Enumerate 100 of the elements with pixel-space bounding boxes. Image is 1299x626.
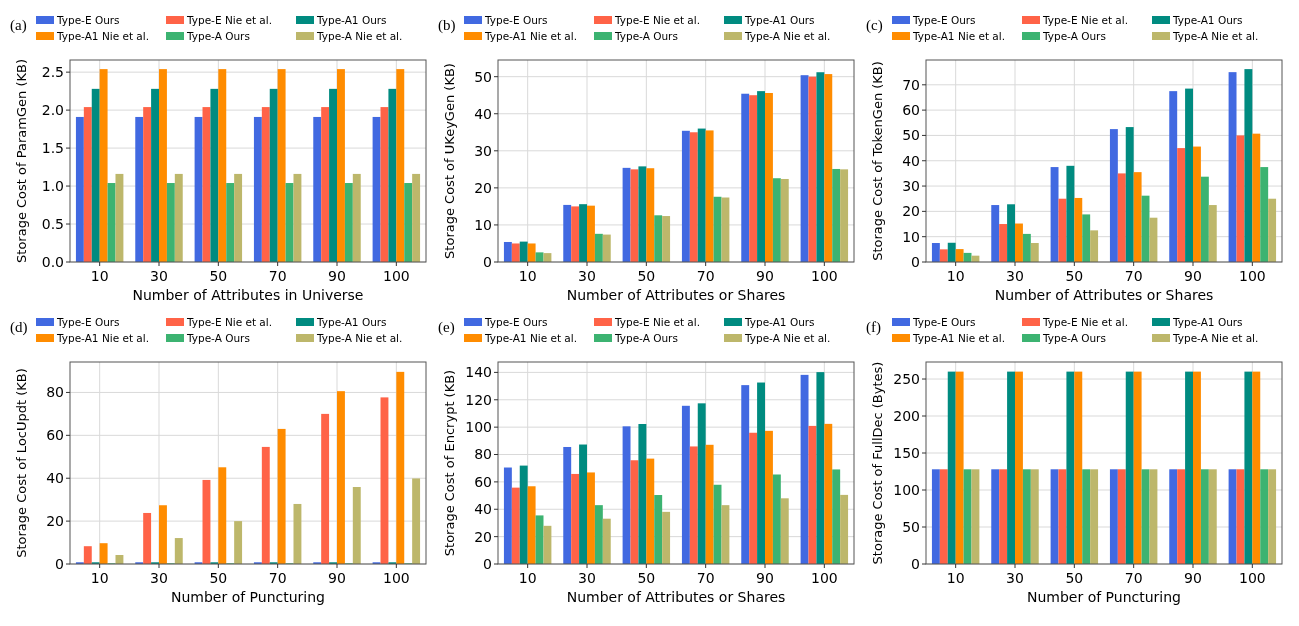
y-tick-label: 80 <box>46 384 64 401</box>
legend-label: Type-A Ours <box>1042 332 1106 344</box>
y-tick-label: 100 <box>465 419 492 436</box>
legend-label: Type-A Ours <box>186 30 250 42</box>
x-tick-label: 30 <box>578 570 596 586</box>
y-tick-label: 0.5 <box>41 215 64 232</box>
x-tick-label: 100 <box>1238 570 1266 586</box>
x-axis-title: Number of Puncturing <box>1026 589 1182 605</box>
legend-label: Type-E Ours <box>56 316 120 328</box>
x-tick-label: 50 <box>1065 570 1084 586</box>
legend-label: Type-A Nie et al. <box>1172 332 1259 344</box>
x-tick-label: 90 <box>328 268 346 284</box>
y-tick-label: 80 <box>474 446 492 463</box>
x-tick-label: 50 <box>209 570 228 586</box>
y-tick-label: 40 <box>902 152 920 169</box>
legend-label: Type-A1 Nie et al. <box>484 332 578 344</box>
legend-label: Type-E Nie et al. <box>1042 14 1129 26</box>
x-tick-label: 70 <box>696 268 715 284</box>
x-tick-label: 30 <box>1006 268 1024 284</box>
y-tick-label: 20 <box>474 179 492 196</box>
x-tick-label: 10 <box>90 268 109 284</box>
x-tick-label: 10 <box>90 570 109 586</box>
x-tick-label: 50 <box>637 268 656 284</box>
x-tick-label: 70 <box>1124 570 1143 586</box>
y-tick-label: 1.5 <box>41 139 64 156</box>
y-tick-label: 150 <box>893 444 920 461</box>
legend-label: Type-E Ours <box>484 14 548 26</box>
x-tick-label: 90 <box>1184 268 1202 284</box>
legend-label: Type-E Nie et al. <box>186 14 273 26</box>
y-axis-title: Storage Cost of LocUpdt (KB) <box>14 368 29 558</box>
legend-label: Type-A1 Nie et al. <box>484 30 578 42</box>
x-tick-label: 50 <box>209 268 228 284</box>
y-tick-label: 140 <box>465 364 492 381</box>
x-tick-label: 30 <box>578 268 596 284</box>
y-tick-label: 10 <box>902 228 920 245</box>
x-tick-label: 100 <box>810 570 838 586</box>
y-tick-label: 0 <box>483 555 492 572</box>
legend-label: Type-A1 Nie et al. <box>56 30 150 42</box>
legend-label: Type-A Ours <box>1042 30 1106 42</box>
x-tick-label: 90 <box>1184 570 1202 586</box>
legend-label: Type-E Ours <box>484 316 548 328</box>
y-tick-label: 0 <box>911 555 920 572</box>
x-axis-title: Number of Attributes or Shares <box>566 287 786 303</box>
legend-label: Type-E Ours <box>56 14 120 26</box>
x-tick-label: 100 <box>382 570 410 586</box>
legend-label: Type-A1 Nie et al. <box>912 332 1006 344</box>
y-tick-label: 50 <box>902 518 920 535</box>
x-tick-label: 100 <box>1238 268 1266 284</box>
legend-label: Type-A Nie et al. <box>316 30 403 42</box>
y-tick-label: 1.0 <box>41 177 64 194</box>
x-tick-label: 50 <box>1065 268 1084 284</box>
text: (e) <box>438 319 455 336</box>
x-tick-label: 30 <box>1006 570 1024 586</box>
x-axis-title: Number of Attributes or Shares <box>566 589 786 605</box>
y-tick-label: 250 <box>893 370 920 387</box>
y-tick-label: 40 <box>474 105 492 122</box>
y-tick-label: 50 <box>902 127 920 144</box>
y-tick-label: 30 <box>474 142 492 159</box>
x-tick-label: 10 <box>946 570 965 586</box>
y-tick-label: 20 <box>474 528 492 545</box>
y-tick-label: 10 <box>474 216 492 233</box>
y-tick-label: 50 <box>474 68 492 85</box>
text: (c) <box>866 17 883 34</box>
x-tick-label: 70 <box>268 268 287 284</box>
x-axis-title: Number of Attributes or Shares <box>994 287 1214 303</box>
legend-label: Type-A Ours <box>186 332 250 344</box>
y-tick-label: 0 <box>55 555 64 572</box>
legend-label: Type-A1 Ours <box>1172 316 1243 328</box>
legend-label: Type-E Nie et al. <box>614 14 701 26</box>
x-tick-label: 10 <box>518 268 537 284</box>
x-tick-label: 70 <box>1124 268 1143 284</box>
legend-label: Type-E Nie et al. <box>186 316 273 328</box>
legend-label: Type-A1 Ours <box>744 316 815 328</box>
x-axis-title: Number of Puncturing <box>170 589 326 605</box>
y-tick-label: 20 <box>902 203 920 220</box>
text: (d) <box>10 319 28 336</box>
y-tick-label: 30 <box>902 177 920 194</box>
y-tick-label: 20 <box>46 513 64 530</box>
y-tick-label: 60 <box>46 427 64 444</box>
x-tick-label: 100 <box>810 268 838 284</box>
x-tick-label: 90 <box>328 570 346 586</box>
x-tick-label: 30 <box>150 268 168 284</box>
y-axis-title: Storage Cost of TokenGen (KB) <box>870 61 885 261</box>
legend-label: Type-A1 Ours <box>316 316 387 328</box>
y-tick-label: 2.0 <box>41 102 64 119</box>
legend-label: Type-A Ours <box>614 30 678 42</box>
y-tick-label: 120 <box>465 391 492 408</box>
x-tick-label: 90 <box>756 570 774 586</box>
legend-label: Type-A Ours <box>614 332 678 344</box>
x-tick-label: 70 <box>696 570 715 586</box>
text: (f) <box>866 319 881 336</box>
y-axis-title: Storage Cost of ParamGen (KB) <box>14 59 29 263</box>
legend-label: Type-A1 Ours <box>744 14 815 26</box>
legend-label: Type-A Nie et al. <box>1172 30 1259 42</box>
y-tick-label: 60 <box>474 473 492 490</box>
legend-label: Type-A1 Nie et al. <box>912 30 1006 42</box>
x-tick-label: 30 <box>150 570 168 586</box>
y-axis-title: Storage Cost of Encrypt (KB) <box>442 369 457 557</box>
x-tick-label: 100 <box>382 268 410 284</box>
y-tick-label: 0.0 <box>41 253 64 270</box>
